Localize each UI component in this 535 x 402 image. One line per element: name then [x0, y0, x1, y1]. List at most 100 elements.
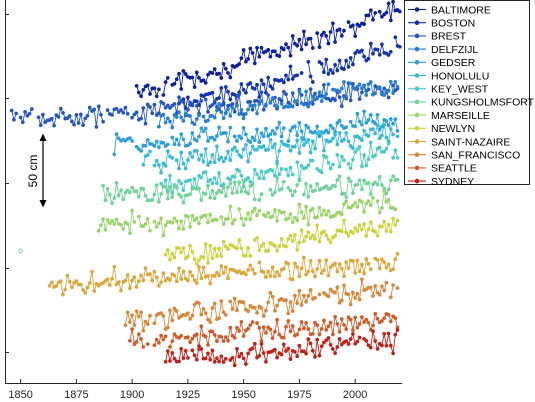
- data-point: [159, 311, 164, 315]
- data-point: [252, 87, 257, 91]
- data-point: [252, 238, 257, 242]
- data-point: [281, 335, 286, 340]
- data-point: [219, 110, 224, 115]
- data-point: [275, 104, 279, 109]
- data-point: [266, 210, 271, 215]
- data-point: [359, 48, 364, 53]
- data-point: [259, 306, 264, 310]
- data-point: [76, 121, 81, 125]
- data-point: [357, 297, 362, 302]
- data-point: [393, 207, 398, 212]
- data-point: [136, 90, 141, 95]
- data-point: [214, 217, 219, 222]
- data-point: [261, 176, 266, 181]
- data-point: [159, 333, 164, 338]
- data-point: [366, 118, 371, 122]
- data-point: [353, 124, 358, 129]
- data-point: [177, 110, 181, 115]
- data-point: [148, 149, 152, 154]
- data-point: [270, 193, 275, 197]
- data-point: [170, 350, 175, 355]
- axes: 1850 1875 1900 1925 1950 1975 2000: [5, 0, 402, 401]
- data-point: [379, 42, 384, 47]
- data-point: [375, 182, 380, 187]
- data-point: [321, 83, 326, 87]
- data-point: [168, 344, 172, 349]
- data-point: [226, 139, 230, 144]
- data-point: [306, 163, 311, 168]
- data-point: [270, 214, 275, 219]
- data-point: [168, 359, 172, 363]
- data-point: [371, 293, 375, 298]
- data-point: [194, 281, 199, 285]
- data-point: [165, 76, 170, 80]
- data-point: [212, 359, 217, 364]
- data-point: [223, 244, 228, 249]
- data-point: [206, 317, 210, 322]
- data-point: [239, 351, 244, 356]
- data-point: [362, 178, 366, 183]
- data-point: [210, 329, 215, 334]
- data-point: [250, 144, 255, 149]
- data-point: [328, 287, 333, 292]
- data-point: [105, 108, 110, 113]
- data-point: [344, 94, 349, 99]
- data-point: [139, 116, 144, 121]
- data-point: [379, 343, 384, 348]
- data-point: [165, 103, 170, 108]
- data-point: [330, 332, 335, 337]
- data-point: [373, 283, 378, 288]
- data-point: [297, 37, 302, 42]
- data-point: [228, 204, 233, 209]
- data-point: [226, 107, 230, 112]
- data-point: [391, 174, 395, 179]
- legend-item: DELFZIJL: [408, 44, 478, 56]
- data-point: [295, 332, 300, 337]
- data-point: [272, 329, 277, 334]
- data-point: [270, 336, 275, 341]
- data-point: [237, 134, 242, 139]
- data-point: [159, 181, 164, 186]
- data-point: [237, 112, 242, 117]
- data-point: [353, 51, 358, 56]
- data-point: [61, 111, 65, 115]
- data-point: [145, 153, 150, 158]
- data-point: [221, 239, 226, 244]
- data-point: [391, 0, 395, 4]
- data-point: [237, 62, 242, 66]
- data-point: [266, 75, 271, 80]
- data-point: [306, 137, 311, 142]
- data-point: [355, 111, 360, 116]
- data-point: [206, 260, 210, 265]
- data-point: [255, 147, 259, 152]
- data-point: [181, 161, 186, 166]
- data-point: [359, 187, 364, 192]
- data-point: [357, 97, 362, 102]
- data-point: [226, 247, 230, 252]
- data-point: [250, 182, 255, 186]
- data-point: [304, 272, 308, 277]
- data-point: [335, 285, 340, 290]
- data-point: [145, 138, 150, 142]
- data-point: [328, 265, 333, 270]
- data-point: [67, 114, 72, 118]
- data-point: [246, 245, 251, 250]
- data-point: [261, 314, 266, 318]
- data-point: [350, 157, 355, 162]
- data-point: [190, 213, 195, 218]
- legend-item: KEY_WEST: [408, 84, 489, 96]
- data-point: [272, 49, 277, 54]
- data-point: [257, 260, 262, 265]
- data-point: [114, 132, 119, 137]
- data-point: [74, 112, 79, 117]
- data-point: [125, 111, 130, 116]
- data-point: [208, 320, 213, 325]
- data-point: [255, 213, 259, 218]
- data-point: [210, 71, 215, 76]
- data-point: [159, 170, 164, 175]
- data-point: [188, 192, 193, 197]
- data-point: [353, 200, 358, 205]
- data-point: [292, 144, 297, 149]
- data-point: [324, 128, 329, 133]
- data-point: [123, 323, 128, 328]
